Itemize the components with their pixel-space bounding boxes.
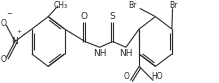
Text: O: O xyxy=(124,72,130,81)
Text: S: S xyxy=(109,12,115,21)
Text: NH: NH xyxy=(119,49,133,58)
Text: −: − xyxy=(6,11,12,17)
Text: HO: HO xyxy=(151,72,163,81)
Text: Br: Br xyxy=(169,1,177,10)
Text: +: + xyxy=(16,29,21,34)
Text: N: N xyxy=(12,37,18,46)
Text: Br: Br xyxy=(128,1,137,10)
Text: O: O xyxy=(1,55,7,64)
Text: O: O xyxy=(1,19,7,28)
Text: NH: NH xyxy=(93,49,106,58)
Text: O: O xyxy=(81,12,88,21)
Text: CH₃: CH₃ xyxy=(54,1,68,10)
